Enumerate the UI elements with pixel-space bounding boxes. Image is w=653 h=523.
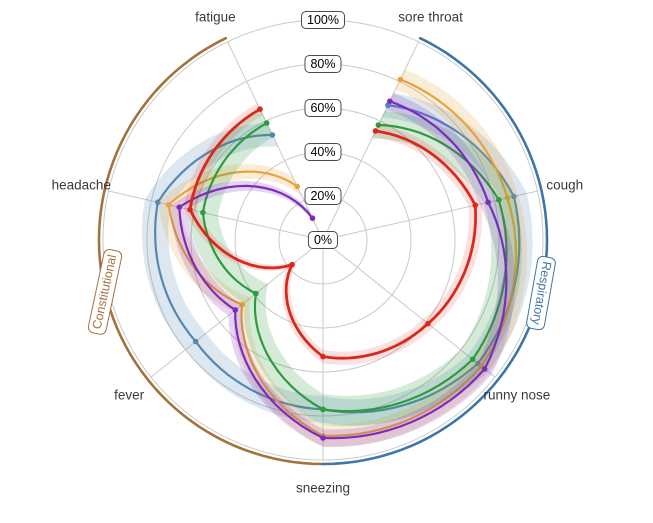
- data-point-blue[interactable]: [155, 199, 161, 206]
- radial-tick-40: 40%: [304, 143, 342, 161]
- radial-tick-60: 60%: [304, 99, 342, 117]
- data-point-purple[interactable]: [387, 98, 393, 105]
- data-point-green[interactable]: [263, 120, 270, 126]
- data-point-orange[interactable]: [239, 301, 245, 308]
- axis-spoke: [322, 239, 496, 378]
- data-point-blue[interactable]: [511, 193, 517, 200]
- axis-label-fever: fever: [114, 387, 145, 403]
- radial-tick-80: 80%: [304, 55, 342, 73]
- axis-spoke: [108, 190, 324, 241]
- series-band-green: [187, 109, 522, 427]
- radial-tick-0: 0%: [307, 231, 339, 249]
- data-point-red[interactable]: [257, 106, 263, 112]
- data-point-green[interactable]: [320, 406, 326, 413]
- axis-label-cough: cough: [546, 177, 584, 193]
- data-point-green[interactable]: [375, 122, 382, 128]
- axis-label-runny-nose: runny nose: [483, 387, 551, 403]
- data-point-red[interactable]: [289, 261, 295, 268]
- data-point-purple[interactable]: [309, 215, 316, 221]
- series-band-orange: [157, 69, 528, 447]
- data-point-orange[interactable]: [397, 76, 404, 83]
- data-point-red[interactable]: [472, 202, 479, 209]
- data-point-purple[interactable]: [481, 366, 488, 372]
- data-point-blue[interactable]: [269, 132, 276, 138]
- data-point-blue[interactable]: [192, 338, 199, 345]
- data-point-orange[interactable]: [504, 195, 511, 201]
- data-point-orange[interactable]: [294, 183, 301, 190]
- data-point-purple[interactable]: [320, 435, 326, 441]
- axis-label-headache: headache: [51, 177, 111, 193]
- radial-tick-100: 100%: [301, 11, 345, 29]
- axis-label-fatigue: fatigue: [195, 9, 236, 25]
- radial-tick-20: 20%: [304, 187, 342, 205]
- data-point-purple[interactable]: [176, 204, 183, 210]
- axis-label-sneezing: sneezing: [295, 480, 351, 496]
- data-point-green[interactable]: [253, 290, 259, 297]
- axis-spoke: [322, 41, 419, 241]
- axis-label-sore-throat: sore throat: [398, 9, 463, 25]
- data-point-red[interactable]: [425, 320, 431, 327]
- data-point-green[interactable]: [200, 209, 206, 216]
- axis-spoke: [322, 190, 538, 241]
- data-point-green[interactable]: [469, 356, 476, 363]
- data-point-red[interactable]: [187, 206, 193, 213]
- data-point-red[interactable]: [320, 353, 326, 360]
- data-point-red[interactable]: [372, 128, 379, 134]
- data-point-orange[interactable]: [165, 201, 172, 208]
- axis-spoke: [227, 41, 324, 241]
- data-point-purple[interactable]: [485, 199, 491, 206]
- data-point-purple[interactable]: [232, 307, 239, 313]
- data-point-green[interactable]: [496, 197, 502, 203]
